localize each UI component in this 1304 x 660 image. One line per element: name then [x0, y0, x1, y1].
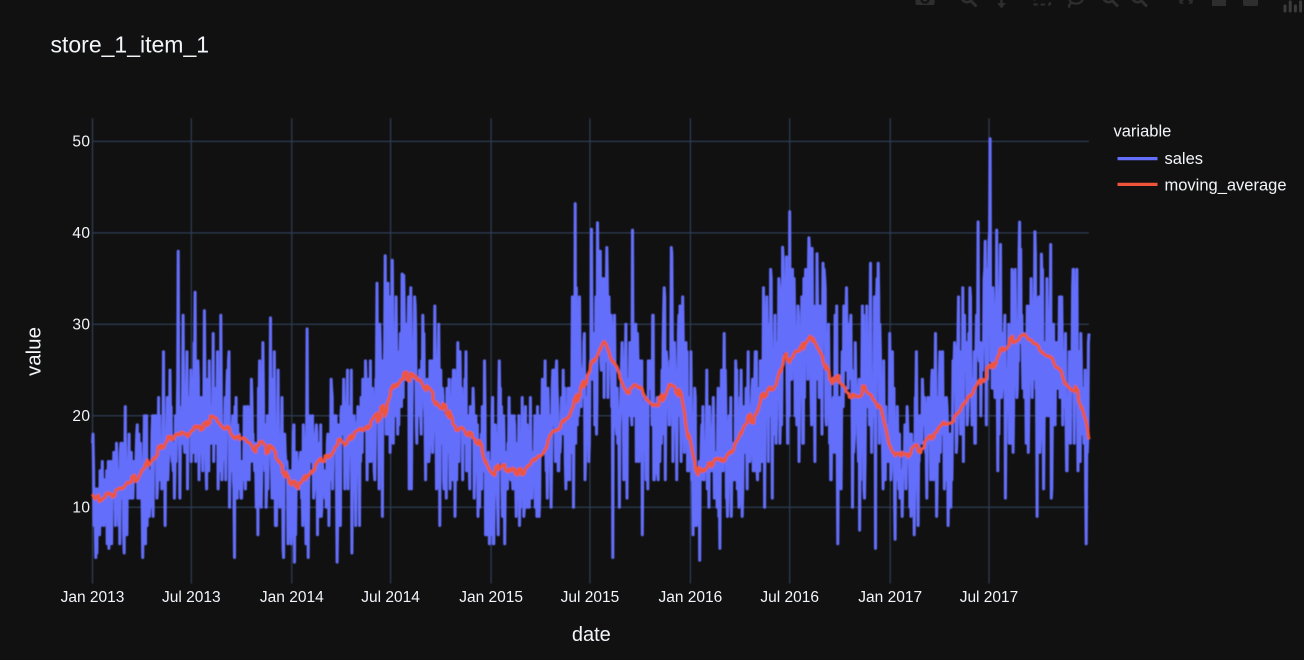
- svg-text:date: date: [572, 624, 611, 646]
- svg-text:50: 50: [72, 134, 90, 151]
- svg-text:store_1_item_1: store_1_item_1: [51, 32, 210, 58]
- svg-text:30: 30: [72, 317, 90, 334]
- svg-text:Jan 2014: Jan 2014: [260, 589, 324, 606]
- svg-text:moving_average: moving_average: [1165, 176, 1287, 194]
- svg-text:Jul 2017: Jul 2017: [960, 589, 1019, 606]
- svg-text:Jan 2016: Jan 2016: [659, 589, 723, 606]
- svg-text:Jan 2015: Jan 2015: [459, 589, 523, 606]
- svg-text:Jul 2015: Jul 2015: [561, 589, 620, 606]
- svg-text:20: 20: [72, 408, 90, 425]
- svg-text:Jul 2013: Jul 2013: [162, 589, 221, 606]
- svg-text:10: 10: [72, 500, 90, 517]
- svg-text:Jan 2017: Jan 2017: [858, 589, 922, 606]
- svg-text:40: 40: [72, 225, 90, 242]
- svg-text:Jul 2014: Jul 2014: [361, 589, 420, 606]
- svg-text:value: value: [22, 327, 45, 376]
- svg-text:sales: sales: [1165, 150, 1204, 168]
- svg-text:variable: variable: [1114, 123, 1172, 141]
- svg-text:Jul 2016: Jul 2016: [760, 589, 819, 606]
- svg-text:Jan 2013: Jan 2013: [61, 589, 125, 606]
